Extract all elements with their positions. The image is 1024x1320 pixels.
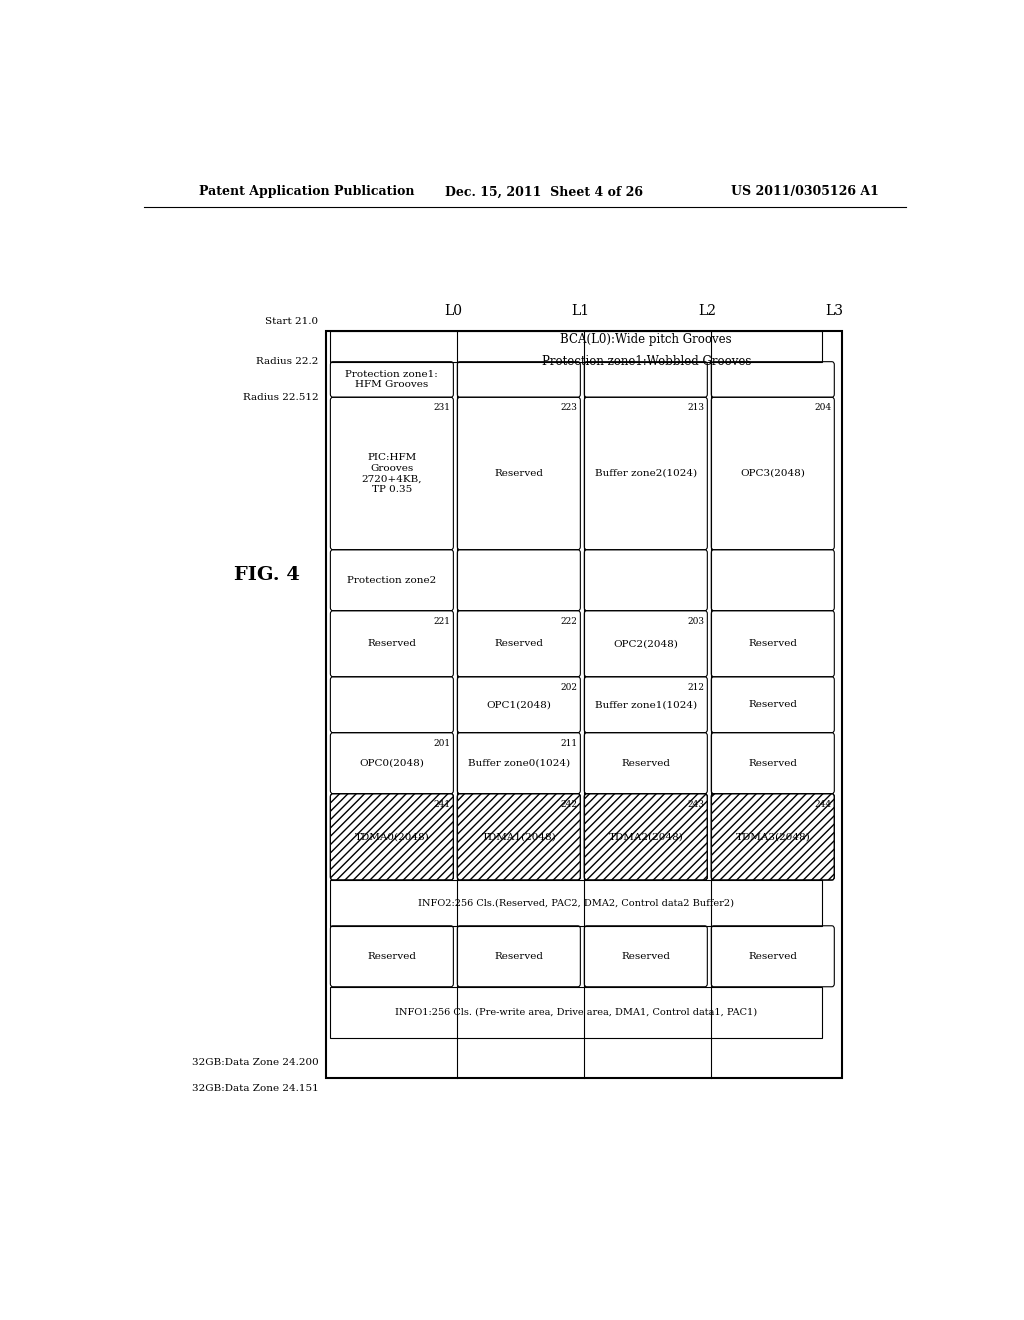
Text: 32GB:Data Zone 24.200: 32GB:Data Zone 24.200 — [191, 1059, 318, 1068]
Text: OPC2(2048): OPC2(2048) — [613, 639, 678, 648]
Bar — [331, 331, 822, 362]
Text: OPC3(2048): OPC3(2048) — [740, 469, 805, 478]
Text: Protection zone1:Wobbled Grooves: Protection zone1:Wobbled Grooves — [542, 355, 751, 368]
Text: OPC1(2048): OPC1(2048) — [486, 700, 551, 709]
Text: Reserved: Reserved — [749, 639, 798, 648]
Bar — [331, 880, 822, 925]
Text: 201: 201 — [433, 739, 451, 747]
Bar — [327, 331, 842, 1078]
Text: Reserved: Reserved — [749, 759, 798, 768]
Text: 242: 242 — [560, 800, 578, 809]
Text: Radius 22.512: Radius 22.512 — [243, 393, 318, 401]
Text: 212: 212 — [687, 682, 705, 692]
Text: Dec. 15, 2011  Sheet 4 of 26: Dec. 15, 2011 Sheet 4 of 26 — [445, 185, 643, 198]
Text: 32GB:Data Zone 24.151: 32GB:Data Zone 24.151 — [191, 1084, 318, 1093]
Text: Protection zone2: Protection zone2 — [347, 576, 436, 585]
Text: Reserved: Reserved — [749, 952, 798, 961]
Text: 222: 222 — [560, 616, 578, 626]
Text: 223: 223 — [560, 404, 578, 412]
Text: 231: 231 — [433, 404, 451, 412]
Text: TDMA3(2048): TDMA3(2048) — [735, 833, 810, 841]
Text: 213: 213 — [687, 404, 705, 412]
Text: Reserved: Reserved — [368, 952, 417, 961]
Text: 243: 243 — [687, 800, 705, 809]
Text: Reserved: Reserved — [622, 952, 671, 961]
Text: Reserved: Reserved — [749, 700, 798, 709]
Text: 204: 204 — [814, 404, 831, 412]
Text: Buffer zone1(1024): Buffer zone1(1024) — [595, 700, 697, 709]
Text: 244: 244 — [814, 800, 831, 809]
Text: 202: 202 — [560, 682, 578, 692]
Bar — [331, 987, 822, 1038]
Text: Reserved: Reserved — [622, 759, 671, 768]
Text: 241: 241 — [433, 800, 451, 809]
Text: Start 21.0: Start 21.0 — [265, 317, 318, 326]
Text: Reserved: Reserved — [368, 639, 417, 648]
Text: 203: 203 — [687, 616, 705, 626]
Text: TDMA1(2048): TDMA1(2048) — [481, 833, 556, 841]
Text: BCA(L0):Wide pitch Grooves: BCA(L0):Wide pitch Grooves — [560, 333, 732, 346]
Text: Radius 22.2: Radius 22.2 — [256, 358, 318, 366]
Text: L2: L2 — [698, 304, 717, 318]
Text: L1: L1 — [571, 304, 590, 318]
Text: 211: 211 — [560, 739, 578, 747]
Text: Patent Application Publication: Patent Application Publication — [200, 185, 415, 198]
Text: Protection zone1:
HFM Grooves: Protection zone1: HFM Grooves — [345, 370, 438, 389]
Text: Reserved: Reserved — [495, 952, 544, 961]
Text: FIG. 4: FIG. 4 — [233, 566, 300, 585]
Text: Reserved: Reserved — [495, 469, 544, 478]
Text: INFO2:256 Cls.(Reserved, PAC2, DMA2, Control data2 Buffer2): INFO2:256 Cls.(Reserved, PAC2, DMA2, Con… — [419, 899, 734, 907]
Text: OPC0(2048): OPC0(2048) — [359, 759, 424, 768]
Text: Buffer zone2(1024): Buffer zone2(1024) — [595, 469, 697, 478]
Text: US 2011/0305126 A1: US 2011/0305126 A1 — [731, 185, 879, 198]
Text: PIC:HFM
Grooves
2720+4KB,
TP 0.35: PIC:HFM Grooves 2720+4KB, TP 0.35 — [361, 453, 422, 494]
Text: L0: L0 — [444, 304, 463, 318]
Text: Buffer zone0(1024): Buffer zone0(1024) — [468, 759, 570, 768]
Text: 221: 221 — [433, 616, 451, 626]
Text: INFO1:256 Cls. (Pre-write area, Drive area, DMA1, Control data1, PAC1): INFO1:256 Cls. (Pre-write area, Drive ar… — [395, 1007, 758, 1016]
Text: Reserved: Reserved — [495, 639, 544, 648]
Text: L3: L3 — [825, 304, 844, 318]
Text: TDMA0(2048): TDMA0(2048) — [354, 833, 429, 841]
Text: TDMA2(2048): TDMA2(2048) — [608, 833, 683, 841]
